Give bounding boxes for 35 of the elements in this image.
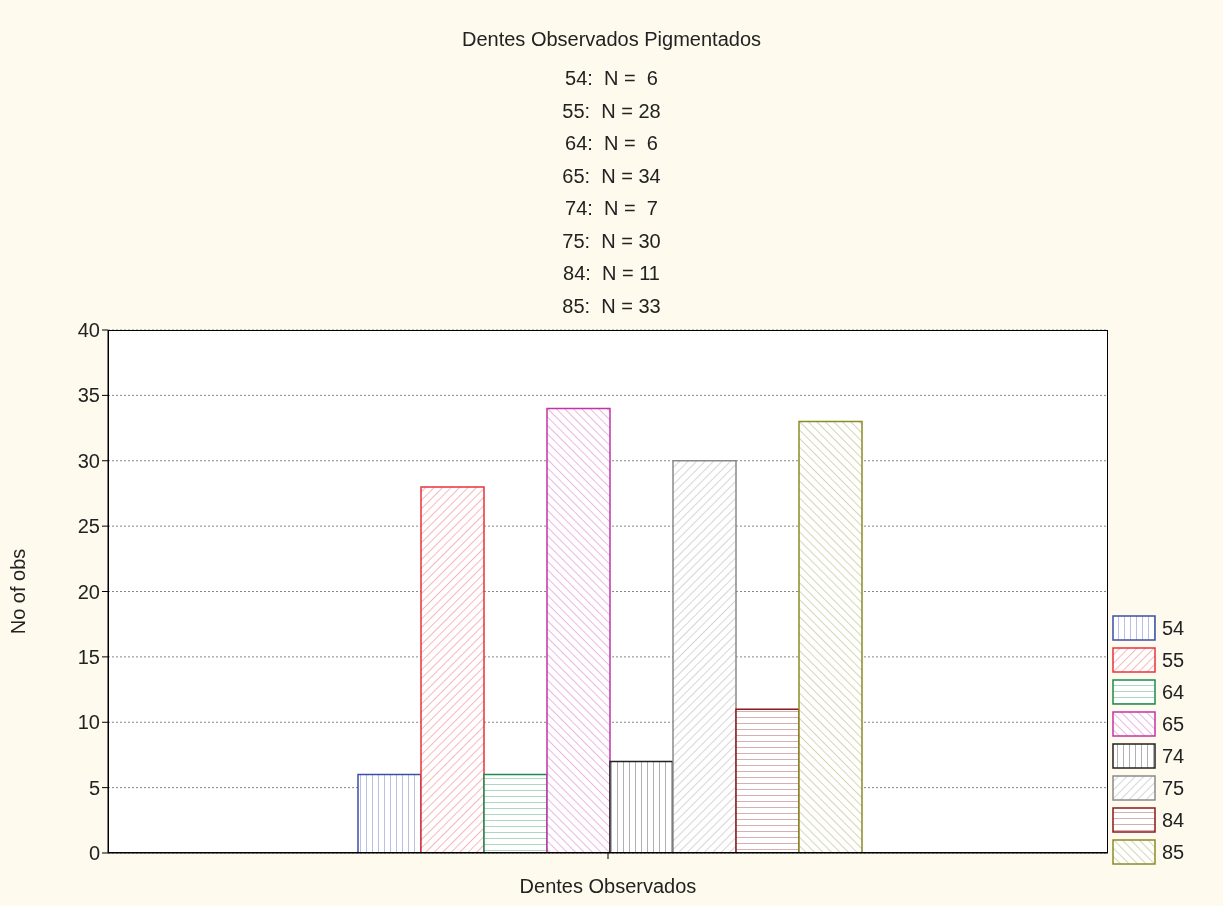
bar — [546, 407, 611, 853]
legend-label: 64 — [1162, 680, 1185, 704]
text: 55: N = 28 — [561, 98, 662, 124]
y-tick-label: 35 — [77, 384, 100, 407]
x-axis-title: Dentes Observados — [519, 875, 697, 897]
legend-label: 84 — [1162, 808, 1185, 832]
legend-label: 85 — [1162, 840, 1185, 864]
y-tick-label: 10 — [77, 711, 100, 734]
text: 85: N = 33 — [562, 294, 661, 317]
bar — [420, 486, 485, 853]
y-tick-label: 15 — [77, 645, 100, 668]
text: 65: N = 34 — [561, 163, 662, 189]
bar — [357, 773, 422, 853]
y-tick-label: 20 — [77, 580, 100, 603]
text: 84: N = 11 — [562, 261, 661, 286]
legend-label: 75 — [1162, 776, 1185, 800]
legend-label: 65 — [1162, 712, 1185, 736]
legend-label: 55 — [1162, 648, 1185, 672]
bar — [735, 708, 800, 853]
y-tick-label: 30 — [77, 449, 100, 472]
y-tick-label: 0 — [88, 842, 100, 865]
y-axis-title: No of obs — [7, 548, 30, 635]
bar — [798, 420, 863, 853]
chart-title: Dentes Observados Pigmentados — [460, 28, 763, 51]
text: 75: N = 30 — [561, 228, 662, 254]
text: 54: N = 6 — [564, 66, 659, 91]
y-tick-label: 25 — [77, 515, 100, 538]
legend-label: 74 — [1162, 744, 1185, 768]
y-tick-label: 40 — [77, 319, 100, 342]
text: 64: N = 6 — [564, 131, 659, 156]
text: 74: N = 7 — [564, 196, 659, 221]
bar — [483, 773, 548, 853]
bar — [609, 760, 674, 853]
y-tick-label: 5 — [88, 776, 100, 799]
legend-label: 54 — [1162, 616, 1185, 640]
